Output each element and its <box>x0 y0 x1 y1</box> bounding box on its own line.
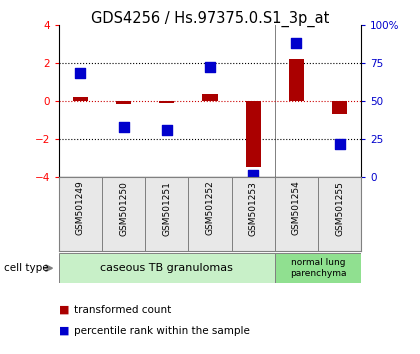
Text: percentile rank within the sample: percentile rank within the sample <box>74 326 249 336</box>
Text: ■: ■ <box>59 305 69 315</box>
Point <box>163 127 170 133</box>
FancyBboxPatch shape <box>318 177 361 251</box>
FancyBboxPatch shape <box>189 177 231 251</box>
Text: normal lung
parenchyma: normal lung parenchyma <box>290 258 346 278</box>
Bar <box>246 101 261 167</box>
Bar <box>73 97 88 101</box>
Bar <box>116 101 131 104</box>
Text: GDS4256 / Hs.97375.0.S1_3p_at: GDS4256 / Hs.97375.0.S1_3p_at <box>91 11 329 27</box>
Text: GSM501252: GSM501252 <box>205 181 215 235</box>
Point <box>77 71 84 76</box>
Text: transformed count: transformed count <box>74 305 171 315</box>
FancyBboxPatch shape <box>275 253 361 283</box>
Text: GSM501250: GSM501250 <box>119 181 128 236</box>
FancyBboxPatch shape <box>102 177 145 251</box>
FancyBboxPatch shape <box>59 177 102 251</box>
Point <box>207 64 213 70</box>
Bar <box>289 59 304 101</box>
Point <box>250 173 257 178</box>
Text: GSM501251: GSM501251 <box>162 181 171 236</box>
FancyBboxPatch shape <box>145 177 189 251</box>
Bar <box>159 101 174 103</box>
Text: ■: ■ <box>59 326 69 336</box>
Bar <box>332 101 347 114</box>
Text: cell type: cell type <box>4 263 49 273</box>
Point <box>336 141 343 146</box>
Text: GSM501255: GSM501255 <box>335 181 344 236</box>
FancyBboxPatch shape <box>231 177 275 251</box>
Text: GSM501253: GSM501253 <box>249 181 258 236</box>
FancyBboxPatch shape <box>59 253 275 283</box>
Bar <box>202 94 218 101</box>
Text: GSM501254: GSM501254 <box>292 181 301 235</box>
FancyBboxPatch shape <box>275 177 318 251</box>
Text: caseous TB granulomas: caseous TB granulomas <box>100 263 233 273</box>
Point <box>120 124 127 130</box>
Point <box>293 40 300 46</box>
Text: GSM501249: GSM501249 <box>76 181 85 235</box>
